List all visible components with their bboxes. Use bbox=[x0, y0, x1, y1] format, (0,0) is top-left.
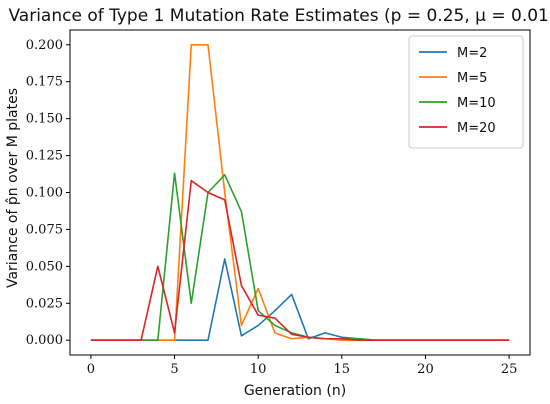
y-tick-label: 0.050 bbox=[26, 259, 63, 274]
y-tick-label: 0.100 bbox=[26, 186, 63, 201]
y-axis-label: Variance of p̂n over M plates bbox=[5, 88, 21, 288]
y-tick-label: 0.125 bbox=[26, 149, 63, 164]
series-line-m2 bbox=[90, 258, 510, 342]
legend-label: M=20 bbox=[457, 121, 496, 136]
x-tick-label: 0 bbox=[87, 362, 95, 377]
x-axis-label: Generation (n) bbox=[244, 383, 346, 399]
chart-title: Variance of Type 1 Mutation Rate Estimat… bbox=[8, 6, 550, 26]
x-tick-label: 15 bbox=[334, 362, 351, 377]
y-tick-label: 0.150 bbox=[26, 112, 63, 127]
legend: M=2 M=5 M=10 M=20 bbox=[408, 35, 524, 149]
y-tick-label: 0.000 bbox=[26, 333, 63, 348]
y-tick-label: 0.025 bbox=[26, 296, 63, 311]
legend-label: M=5 bbox=[457, 71, 487, 86]
legend-frame bbox=[408, 35, 524, 149]
series-layer bbox=[90, 43, 510, 342]
y-tick-label: 0.175 bbox=[26, 75, 63, 90]
plot-area: 0 5 10 15 20 25 0.000 0.025 0.050 0.075 0.100 0.125… bbox=[26, 29, 531, 377]
x-tick-label: 20 bbox=[417, 362, 434, 377]
y-tick-label: 0.200 bbox=[26, 38, 63, 53]
x-tick-label: 5 bbox=[170, 362, 178, 377]
series-line-m20 bbox=[90, 179, 510, 342]
legend-label: M=2 bbox=[457, 46, 487, 61]
x-tick-label: 10 bbox=[250, 362, 267, 377]
x-tick-label: 25 bbox=[501, 362, 518, 377]
legend-label: M=10 bbox=[457, 96, 496, 111]
y-tick-label: 0.075 bbox=[26, 222, 63, 237]
